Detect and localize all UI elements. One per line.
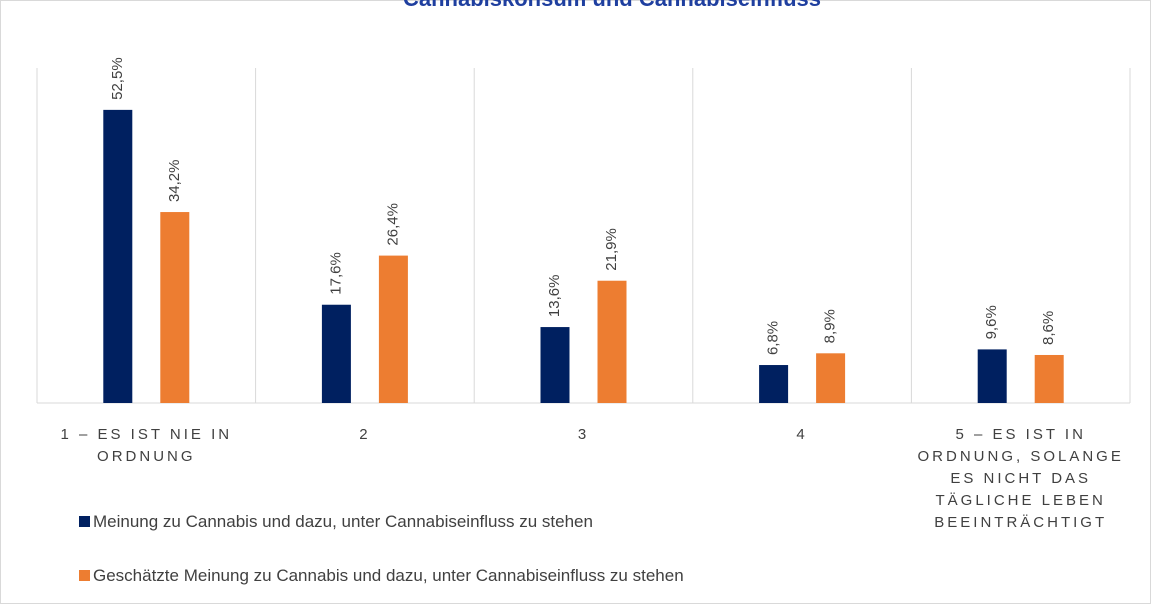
data-label: 34,2% [166, 160, 183, 203]
bar [540, 327, 570, 403]
data-label: 52,5% [109, 57, 126, 100]
data-label: 8,6% [1040, 311, 1057, 345]
legend-label: Geschätzte Meinung zu Cannabis und dazu,… [93, 566, 684, 585]
legend-label: Meinung zu Cannabis und dazu, unter Cann… [93, 512, 593, 531]
bar [160, 212, 190, 403]
data-label: 26,4% [384, 203, 401, 246]
x-tick-label: 4 [796, 426, 808, 443]
chart-title: Cannabiskonsum und Cannabiseinfluss [403, 0, 821, 11]
x-tick-label: 3 [577, 426, 590, 443]
x-tick-label: 1 – ES IST NIE IN ORDNUNG [60, 426, 233, 465]
legend-swatch [79, 570, 90, 581]
data-label: 21,9% [603, 228, 620, 271]
x-tick-label: 2 [359, 426, 371, 443]
data-label: 6,8% [765, 321, 782, 355]
data-label: 9,6% [983, 305, 1000, 339]
bar [1034, 354, 1064, 403]
bar [977, 349, 1007, 403]
bar [321, 304, 351, 403]
legend-item: Meinung zu Cannabis und dazu, unter Cann… [79, 512, 593, 532]
legend-item: Geschätzte Meinung zu Cannabis und dazu,… [79, 566, 684, 586]
data-label: 8,9% [822, 309, 839, 343]
x-tick-label: 5 – ES IST IN ORDNUNG, SOLANGE ES NICHT … [917, 426, 1124, 531]
bar [816, 353, 846, 403]
bar [378, 255, 408, 403]
legend-swatch [79, 516, 90, 527]
data-label: 17,6% [327, 252, 344, 295]
bar [759, 365, 789, 403]
data-label: 13,6% [546, 275, 563, 318]
bar [103, 109, 133, 403]
bar [597, 280, 627, 403]
